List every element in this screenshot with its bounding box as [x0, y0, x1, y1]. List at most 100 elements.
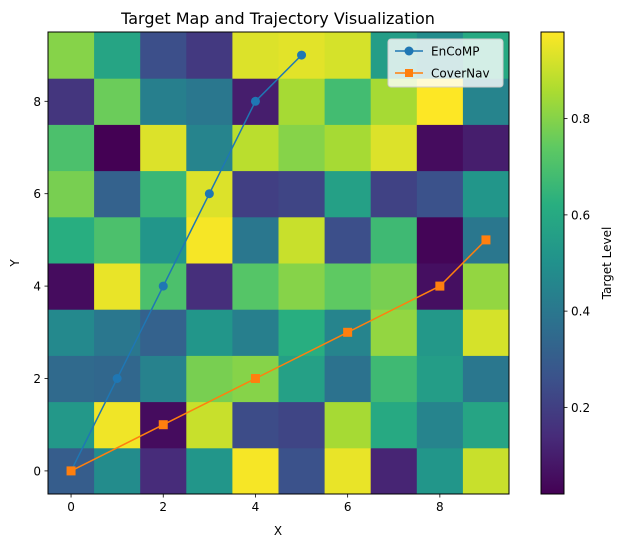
heatmap-cell [186, 355, 233, 403]
data-point-covernav [435, 281, 445, 291]
heatmap-cell [324, 170, 372, 218]
heatmap-cell [324, 124, 372, 172]
heatmap-cell [370, 216, 418, 264]
heatmap-cell [94, 447, 141, 495]
heatmap-cell [370, 263, 418, 310]
heatmap-cell [462, 355, 510, 403]
y-tick-label: 2 [33, 372, 41, 386]
data-point-covernav [250, 374, 260, 383]
heatmap-cell [278, 216, 326, 264]
heatmap-cell [370, 309, 418, 356]
y-tick-label: 0 [33, 464, 41, 478]
legend-marker-encomp [404, 46, 414, 56]
heatmap-cell [232, 263, 279, 310]
heatmap-cell [324, 355, 372, 403]
legend-label-covernav: CoverNav [431, 67, 490, 81]
x-axis: 0 2 4 6 8 [67, 494, 444, 514]
heatmap-cell [94, 216, 141, 264]
heatmap-cell [370, 401, 418, 449]
heatmap-cell [278, 263, 326, 310]
heatmap-cell [232, 124, 279, 172]
heatmap-cell [370, 124, 418, 172]
heatmap-cell [48, 355, 95, 403]
x-tick-label: 8 [436, 500, 444, 514]
heatmap-cell [416, 170, 464, 218]
legend: EnCoMP CoverNav [387, 38, 504, 88]
x-tick-label: 0 [67, 500, 75, 514]
legend-label-encomp: EnCoMP [431, 45, 480, 59]
heatmap-cell [232, 216, 279, 264]
colorbar-tick-label: 0.4 [571, 305, 590, 319]
heatmap-cell [370, 170, 418, 218]
heatmap [48, 32, 510, 495]
heatmap-cell [186, 401, 233, 449]
heatmap-cell [94, 32, 141, 79]
heatmap-cell [278, 124, 326, 172]
heatmap-cell [278, 78, 326, 125]
colorbar-tick-label: 0.8 [571, 112, 590, 126]
data-point-covernav [158, 420, 168, 430]
heatmap-cell [462, 263, 510, 310]
trajectories [66, 50, 491, 476]
colorbar-tick-label: 0.6 [571, 208, 590, 222]
chart-title: Target Map and Trajectory Visualization [120, 9, 435, 28]
heatmap-cell [48, 401, 95, 449]
heatmap-cell [416, 401, 464, 449]
heatmap-cell [416, 309, 464, 356]
data-point-encomp [250, 96, 260, 106]
heatmap-cell [232, 32, 279, 79]
heatmap-cell [232, 447, 279, 495]
heatmap-cell [232, 309, 279, 356]
heatmap-cell [140, 216, 187, 264]
data-point-covernav [481, 235, 491, 245]
heatmap-cell [462, 447, 510, 495]
series-line-covernav [70, 239, 487, 472]
x-axis-label: X [274, 524, 282, 538]
heatmap-cell [140, 32, 187, 79]
y-axis-label: Y [8, 259, 22, 268]
x-tick-label: 2 [159, 500, 167, 514]
heatmap-cell [94, 309, 141, 356]
data-point-encomp [158, 281, 168, 291]
heatmap-cell [140, 447, 187, 495]
heatmap-cell [278, 170, 326, 218]
heatmap-cell [140, 78, 187, 125]
heatmap-cell [232, 170, 279, 218]
heatmap-cell [462, 309, 510, 356]
series-line-encomp [70, 54, 303, 472]
heatmap-cell [324, 263, 372, 310]
heatmap-cell [232, 401, 279, 449]
colorbar-label: Target Level [600, 227, 614, 301]
y-tick-label: 6 [33, 187, 41, 201]
heatmap-cell [48, 78, 95, 125]
data-point-covernav [343, 327, 353, 337]
heatmap-cell [186, 309, 233, 356]
heatmap-cell [140, 309, 187, 356]
heatmap-cell [370, 355, 418, 403]
heatmap-cell [186, 124, 233, 172]
heatmap-cell [324, 78, 372, 125]
heatmap-cell [416, 124, 464, 172]
heatmap-cell [140, 124, 187, 172]
heatmap-cell [48, 309, 95, 356]
heatmap-cell [324, 447, 372, 495]
heatmap-cell [416, 447, 464, 495]
data-point-covernav [66, 466, 76, 476]
colorbar-ticks: 0.2 0.4 0.6 0.8 [564, 112, 590, 415]
x-tick-label: 6 [344, 500, 352, 514]
heatmap-cell [186, 78, 233, 125]
heatmap-cell [416, 216, 464, 264]
heatmap-cell [186, 447, 233, 495]
heatmap-cell [94, 124, 141, 172]
y-tick-label: 4 [33, 280, 41, 294]
heatmap-cell [278, 447, 326, 495]
heatmap-cell [48, 170, 95, 218]
heatmap-cell [324, 401, 372, 449]
heatmap-cell [370, 447, 418, 495]
heatmap-cell [48, 216, 95, 264]
heatmap-cell [324, 32, 372, 79]
heatmap-cell [140, 170, 187, 218]
heatmap-cell [48, 263, 95, 310]
